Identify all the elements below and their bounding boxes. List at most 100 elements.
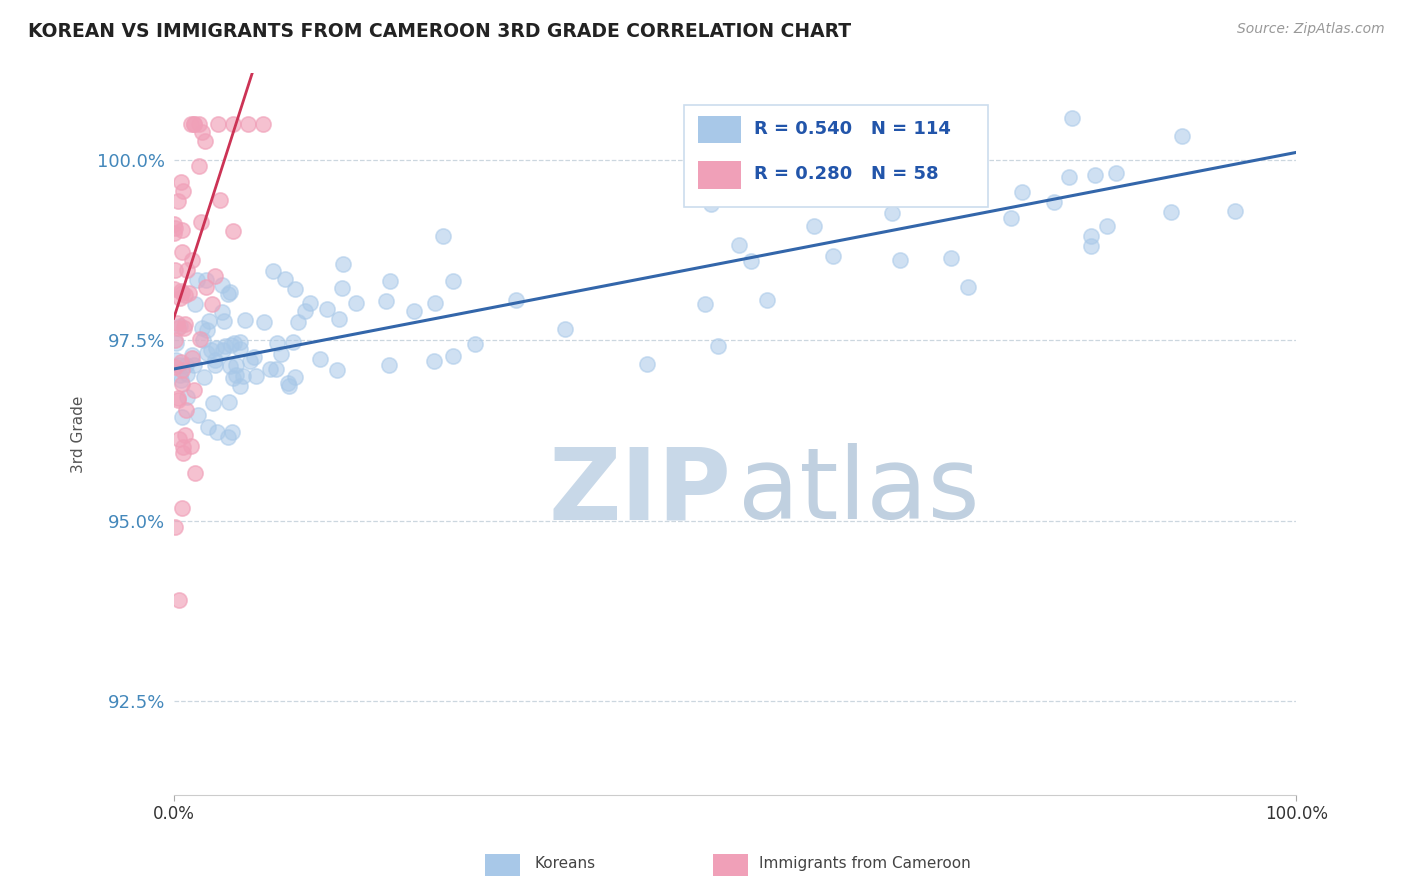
Point [169, 368, 191, 382]
Point [207, 116, 229, 130]
Point [699, 197, 721, 211]
Point [245, 369, 267, 384]
Point [378, 358, 401, 372]
Point [441, 274, 464, 288]
Point [218, 395, 240, 409]
Point [332, 257, 354, 271]
Point [204, 341, 226, 355]
Point [441, 349, 464, 363]
Point [211, 305, 233, 319]
Point [166, 321, 188, 335]
Point [211, 277, 233, 292]
Point [195, 279, 218, 293]
Point [464, 337, 486, 351]
Point [1084, 168, 1107, 182]
Point [177, 286, 200, 301]
Point [163, 520, 186, 534]
Point [695, 296, 717, 310]
Point [186, 273, 208, 287]
Point [294, 304, 316, 318]
Point [229, 342, 252, 356]
Point [273, 272, 295, 286]
Point [284, 370, 307, 384]
Point [180, 439, 202, 453]
Point [278, 378, 301, 392]
Point [176, 367, 198, 381]
Point [170, 363, 193, 377]
Point [172, 223, 194, 237]
Point [755, 293, 778, 307]
Point [284, 282, 307, 296]
Point [266, 336, 288, 351]
Point [222, 116, 245, 130]
Point [173, 321, 195, 335]
Point [205, 425, 228, 439]
Point [200, 343, 222, 357]
Point [170, 500, 193, 515]
Point [183, 383, 205, 397]
Point [277, 376, 299, 391]
Point [309, 352, 332, 367]
Point [328, 312, 350, 326]
Point [1223, 203, 1246, 218]
Point [163, 281, 186, 295]
Point [727, 237, 749, 252]
Point [941, 251, 963, 265]
Point [554, 322, 576, 336]
Y-axis label: 3rd Grade: 3rd Grade [72, 395, 86, 473]
Text: atlas: atlas [738, 443, 980, 541]
Point [259, 361, 281, 376]
Point [167, 358, 190, 372]
Point [270, 347, 292, 361]
Point [1080, 239, 1102, 253]
Point [1000, 211, 1022, 226]
Point [194, 272, 217, 286]
Point [233, 313, 256, 327]
Point [225, 368, 247, 383]
Point [180, 348, 202, 362]
Point [201, 396, 224, 410]
Point [193, 370, 215, 384]
Text: Koreans: Koreans [534, 856, 595, 871]
Point [214, 339, 236, 353]
Point [283, 334, 305, 349]
Point [956, 280, 979, 294]
Text: KOREAN VS IMMIGRANTS FROM CAMEROON 3RD GRADE CORRELATION CHART: KOREAN VS IMMIGRANTS FROM CAMEROON 3RD G… [28, 22, 851, 41]
Point [252, 116, 274, 130]
Point [165, 352, 187, 367]
Point [193, 134, 215, 148]
Point [170, 373, 193, 387]
Point [173, 288, 195, 302]
Point [170, 285, 193, 300]
Point [187, 159, 209, 173]
Point [229, 334, 252, 349]
Point [169, 285, 191, 299]
Point [176, 390, 198, 404]
Point [402, 304, 425, 318]
Point [184, 297, 207, 311]
Point [163, 221, 186, 235]
Point [172, 377, 194, 392]
Point [198, 313, 221, 327]
Point [219, 338, 242, 352]
Point [170, 354, 193, 368]
Point [707, 339, 730, 353]
Point [187, 116, 209, 130]
Point [344, 296, 367, 310]
Point [378, 274, 401, 288]
Point [190, 215, 212, 229]
Point [423, 296, 446, 310]
Point [803, 219, 825, 233]
Point [176, 262, 198, 277]
Point [188, 332, 211, 346]
Point [330, 281, 353, 295]
Point [163, 333, 186, 347]
Point [167, 194, 190, 208]
Point [1095, 219, 1118, 233]
Point [181, 252, 204, 267]
Point [889, 253, 911, 268]
Point [1171, 129, 1194, 144]
Point [262, 264, 284, 278]
Point [221, 425, 243, 440]
Point [375, 294, 398, 309]
